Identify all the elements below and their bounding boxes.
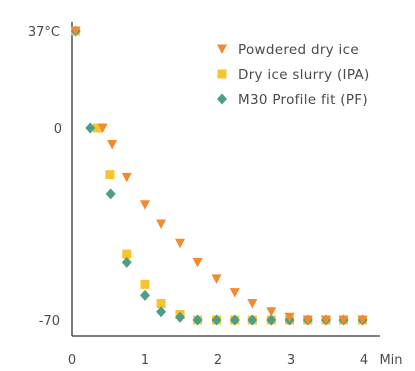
legend-item: Dry ice slurry (IPA) — [217, 67, 370, 83]
x-tick-label: 1 — [141, 353, 149, 368]
data-point-square — [93, 123, 103, 133]
series-triangle-down — [70, 26, 368, 325]
data-point-triangle-down — [140, 200, 150, 210]
data-point-square — [156, 299, 166, 309]
legend-marker-square — [217, 69, 227, 79]
data-point-triangle-down — [107, 139, 118, 150]
data-point-triangle-down — [192, 257, 203, 268]
data-point-diamond — [105, 188, 116, 200]
legend-marker-triangle-down — [217, 44, 227, 54]
data-point-diamond — [121, 256, 132, 268]
data-point-triangle-down — [156, 219, 167, 229]
legend-label: Dry ice slurry (IPA) — [238, 67, 370, 83]
data-point-triangle-down — [284, 312, 295, 323]
data-point-diamond — [156, 306, 167, 318]
data-point-square — [140, 279, 150, 289]
y-tick-label: -70 — [39, 314, 60, 329]
legend-item: M30 Profile fit (PF) — [217, 92, 368, 108]
y-tick-label: 37°C — [28, 25, 60, 40]
x-tick-label: 2 — [214, 353, 222, 368]
legend-label: M30 Profile fit (PF) — [238, 92, 368, 108]
data-point-triangle-down — [247, 299, 258, 309]
data-point-diamond — [192, 314, 203, 326]
data-point-diamond — [247, 314, 258, 326]
data-point-diamond — [85, 122, 96, 134]
legend: Powdered dry ice Dry ice slurry (IPA) M30 … — [217, 42, 370, 108]
data-point-diamond — [175, 311, 186, 323]
data-point-diamond — [266, 314, 277, 326]
data-point-diamond — [140, 289, 150, 301]
data-point-triangle-down — [229, 288, 240, 298]
x-tick-label: 0 — [68, 353, 76, 368]
data-point-triangle-down — [321, 315, 332, 325]
data-point-triangle-down — [302, 315, 313, 325]
axis-ticks: 0 1 2 3 4 37°C 0 -70 — [28, 25, 368, 368]
legend-marker-diamond — [217, 93, 227, 105]
data-point-triangle-down — [121, 172, 132, 183]
x-axis-unit-label: Min — [379, 353, 402, 368]
data-point-triangle-down — [97, 123, 108, 133]
x-tick-label: 3 — [287, 353, 295, 368]
data-point-diamond — [211, 314, 222, 326]
legend-item: Powdered dry ice — [217, 42, 359, 58]
x-tick-label: 4 — [360, 353, 368, 368]
data-point-triangle-down — [175, 238, 186, 249]
data-point-triangle-down — [70, 26, 81, 36]
legend-label: Powdered dry ice — [238, 42, 359, 58]
data-point-triangle-down — [357, 315, 368, 325]
data-point-triangle-down — [338, 315, 349, 325]
data-point-triangle-down — [266, 307, 277, 317]
data-points — [70, 25, 368, 326]
data-point-square — [105, 170, 115, 180]
data-point-triangle-down — [211, 274, 222, 284]
axes — [71, 22, 380, 337]
data-point-diamond — [229, 314, 240, 326]
data-point-square — [122, 249, 132, 259]
y-tick-label: 0 — [54, 122, 62, 137]
